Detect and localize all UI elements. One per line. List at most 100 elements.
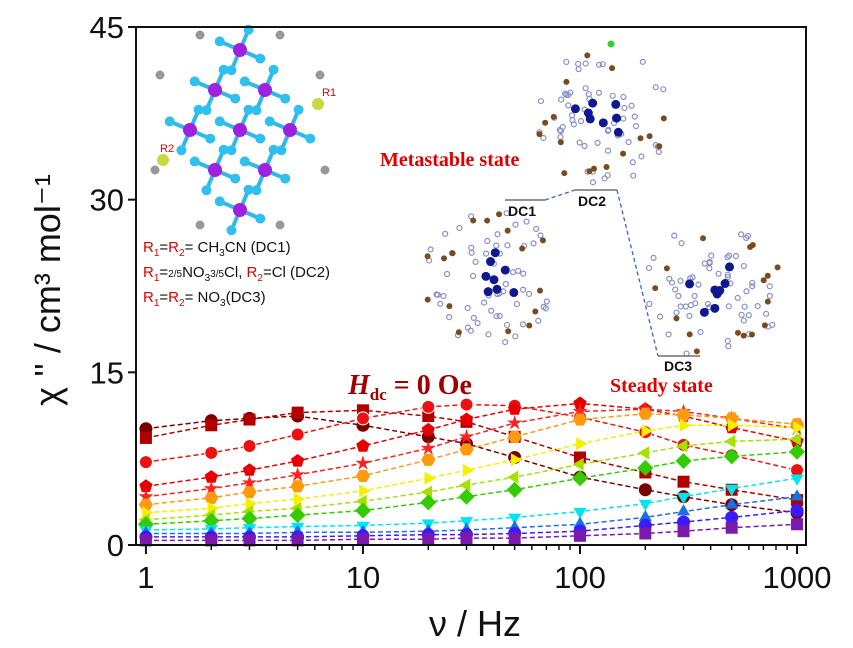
data-point: [790, 474, 804, 486]
atom: [665, 331, 672, 338]
atom: [595, 89, 603, 96]
atom: [691, 292, 698, 300]
series-9: [139, 474, 804, 538]
metastable-state-label: Metastable state: [380, 149, 520, 171]
r2-atom: [157, 154, 169, 166]
atom: [655, 148, 662, 156]
data-point: [641, 424, 653, 438]
data-point: [572, 403, 588, 418]
atom: [678, 240, 685, 247]
atom: [590, 165, 597, 172]
atom: [226, 145, 237, 156]
atom: [449, 250, 456, 257]
metal-atom: [613, 127, 623, 137]
atom: [239, 76, 250, 87]
data-point: [576, 437, 588, 451]
data-point: [573, 507, 587, 520]
atom: [695, 281, 702, 288]
atom: [468, 249, 475, 256]
atom: [519, 286, 527, 293]
data-point: [793, 421, 805, 435]
data-point: [241, 510, 258, 527]
atom: [764, 272, 771, 279]
data-point: [637, 446, 650, 460]
atom: [280, 173, 291, 184]
atom: [315, 70, 325, 80]
atom: [494, 231, 501, 238]
atom: [774, 264, 781, 271]
atom: [748, 331, 755, 338]
atom: [609, 92, 616, 99]
atom: [243, 104, 254, 115]
data-point: [789, 443, 805, 460]
data-point: [421, 453, 436, 466]
data-point: [462, 463, 474, 477]
data-point: [242, 486, 257, 499]
y-tick-label: 30: [90, 183, 124, 218]
data-point: [460, 532, 473, 545]
atom: [747, 243, 754, 250]
data-point: [421, 399, 436, 414]
atom: [569, 117, 576, 124]
data-point: [508, 402, 522, 415]
metal-atom: [598, 118, 608, 128]
atom: [745, 312, 752, 319]
atom: [646, 300, 653, 308]
atom: [697, 328, 704, 336]
atom: [239, 156, 250, 167]
atom: [706, 265, 713, 272]
data-point: [790, 489, 804, 501]
atom: [604, 147, 612, 154]
atom: [442, 230, 449, 237]
metal-atom: [258, 83, 272, 97]
atom: [443, 270, 451, 278]
x-axis-label: ν / Hz: [429, 603, 521, 644]
atom: [540, 134, 547, 142]
data-point: [356, 469, 370, 482]
atom: [424, 296, 431, 303]
data-point: [508, 513, 522, 525]
data-point: [424, 471, 436, 485]
atom: [440, 292, 447, 300]
atom: [464, 324, 471, 331]
steady-state-label: Steady state: [610, 375, 713, 397]
atom: [484, 237, 491, 245]
atom: [701, 260, 708, 267]
atom: [652, 84, 659, 91]
series-6: [142, 418, 805, 520]
atom: [740, 262, 747, 270]
data-point: [291, 406, 304, 419]
data-point: [459, 443, 474, 456]
atom: [467, 327, 474, 334]
atom: [677, 277, 684, 284]
atom: [537, 232, 544, 239]
atom: [542, 305, 549, 312]
atom: [558, 96, 565, 103]
metal-atom: [570, 104, 580, 114]
atom: [609, 65, 616, 72]
atom: [502, 338, 509, 346]
atom: [268, 144, 279, 155]
atom: [749, 279, 756, 287]
atom: [764, 298, 771, 305]
y-tick-label: 0: [107, 528, 124, 563]
data-point: [638, 499, 652, 512]
legend-line-1: R1=R2= CH3CN (DC1): [143, 239, 291, 259]
x-tick-label: 1000: [763, 560, 832, 595]
data-point: [242, 463, 257, 476]
atom: [689, 274, 696, 281]
atom: [280, 93, 291, 104]
data-point: [725, 497, 739, 509]
data-point: [293, 492, 306, 506]
atom: [652, 285, 659, 292]
substituent-legend: R1=R2= CH3CN (DC1) R1=2/5NO33/5Cl, R2=Cl …: [143, 239, 330, 309]
atom: [503, 210, 510, 217]
atom: [754, 302, 761, 310]
atom: [581, 142, 588, 150]
data-point: [507, 430, 522, 443]
atom: [275, 220, 285, 230]
data-point: [138, 455, 153, 470]
metal-atom: [612, 113, 622, 123]
data-point: [725, 484, 739, 497]
